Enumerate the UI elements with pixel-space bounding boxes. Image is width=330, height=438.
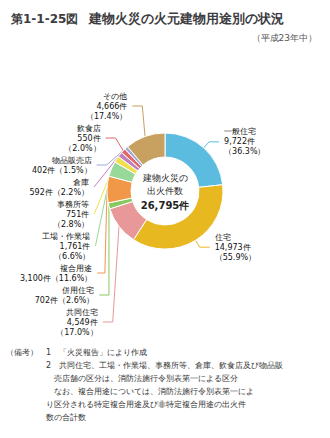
svg-text:9,722件: 9,722件 [224, 137, 255, 146]
svg-text:共同住宅: 共同住宅 [66, 308, 98, 317]
svg-text:売店舗の区分は、消防法施行令別表第一による区分: 売店舗の区分は、消防法施行令別表第一による区分 [6, 374, 238, 383]
svg-text:（備考） 1 「火災報告」により作成: （備考） 1 「火災報告」により作成 [6, 348, 147, 357]
svg-text:751件: 751件 [66, 210, 89, 219]
svg-text:2 共同住宅、工場・作業場、事務所等、倉庫、飲食店及び物品販: 2 共同住宅、工場・作業場、事務所等、倉庫、飲食店及び物品販 [6, 361, 283, 370]
svg-text:複合用途: 複合用途 [60, 264, 92, 273]
svg-text:飲食店: 飲食店 [77, 124, 101, 133]
svg-text:402件（1.5%）: 402件（1.5%） [32, 166, 92, 175]
svg-text:（55.9%）: （55.9%） [215, 253, 256, 262]
svg-text:建物火災の火元建物用途別の状況: 建物火災の火元建物用途別の状況 [88, 11, 284, 26]
svg-text:一般住宅: 一般住宅 [224, 127, 256, 136]
svg-text:倉庫: 倉庫 [73, 178, 89, 187]
svg-text:702件（2.6%）: 702件（2.6%） [35, 296, 95, 305]
svg-text:26,795件: 26,795件 [141, 200, 190, 211]
svg-text:その他: その他 [103, 92, 127, 101]
svg-text:（17.4%）: （17.4%） [86, 112, 127, 121]
svg-text:592件（2.2%）: 592件（2.2%） [29, 188, 89, 197]
svg-text:（平成23年中）: （平成23年中） [252, 33, 317, 43]
svg-text:（36.3%）: （36.3%） [224, 147, 265, 156]
svg-text:3,100件（11.6%）: 3,100件（11.6%） [20, 274, 92, 283]
svg-text:住宅: 住宅 [215, 233, 231, 242]
svg-text:（2.0%）: （2.0%） [64, 144, 100, 153]
svg-text:4,549件: 4,549件 [67, 318, 98, 327]
svg-text:14,973件: 14,973件 [215, 243, 251, 252]
svg-text:出火件数: 出火件数 [147, 186, 183, 196]
svg-text:1,761件: 1,761件 [60, 242, 91, 251]
svg-text:数の合計数: 数の合計数 [6, 413, 86, 422]
svg-text:（6.6%）: （6.6%） [54, 252, 90, 261]
svg-text:併用住宅: 併用住宅 [62, 286, 94, 295]
svg-text:工場・作業場: 工場・作業場 [42, 232, 90, 241]
svg-text:なお、複合用途については、消防法施行令別表第一によ: なお、複合用途については、消防法施行令別表第一によ [6, 387, 254, 396]
svg-text:物品販売店: 物品販売店 [52, 156, 92, 165]
svg-text:4,666件: 4,666件 [96, 102, 127, 111]
svg-text:り区分される特定複合用途及び非特定複合用途の出火件: り区分される特定複合用途及び非特定複合用途の出火件 [6, 400, 246, 409]
svg-text:（2.8%）: （2.8%） [53, 220, 89, 229]
svg-text:第1-1-25図: 第1-1-25図 [10, 12, 78, 26]
svg-text:（17.0%）: （17.0%） [56, 328, 97, 337]
svg-text:550件: 550件 [77, 134, 100, 143]
svg-text:建物火災の: 建物火災の [142, 173, 188, 183]
svg-text:事務所等: 事務所等 [57, 200, 89, 209]
